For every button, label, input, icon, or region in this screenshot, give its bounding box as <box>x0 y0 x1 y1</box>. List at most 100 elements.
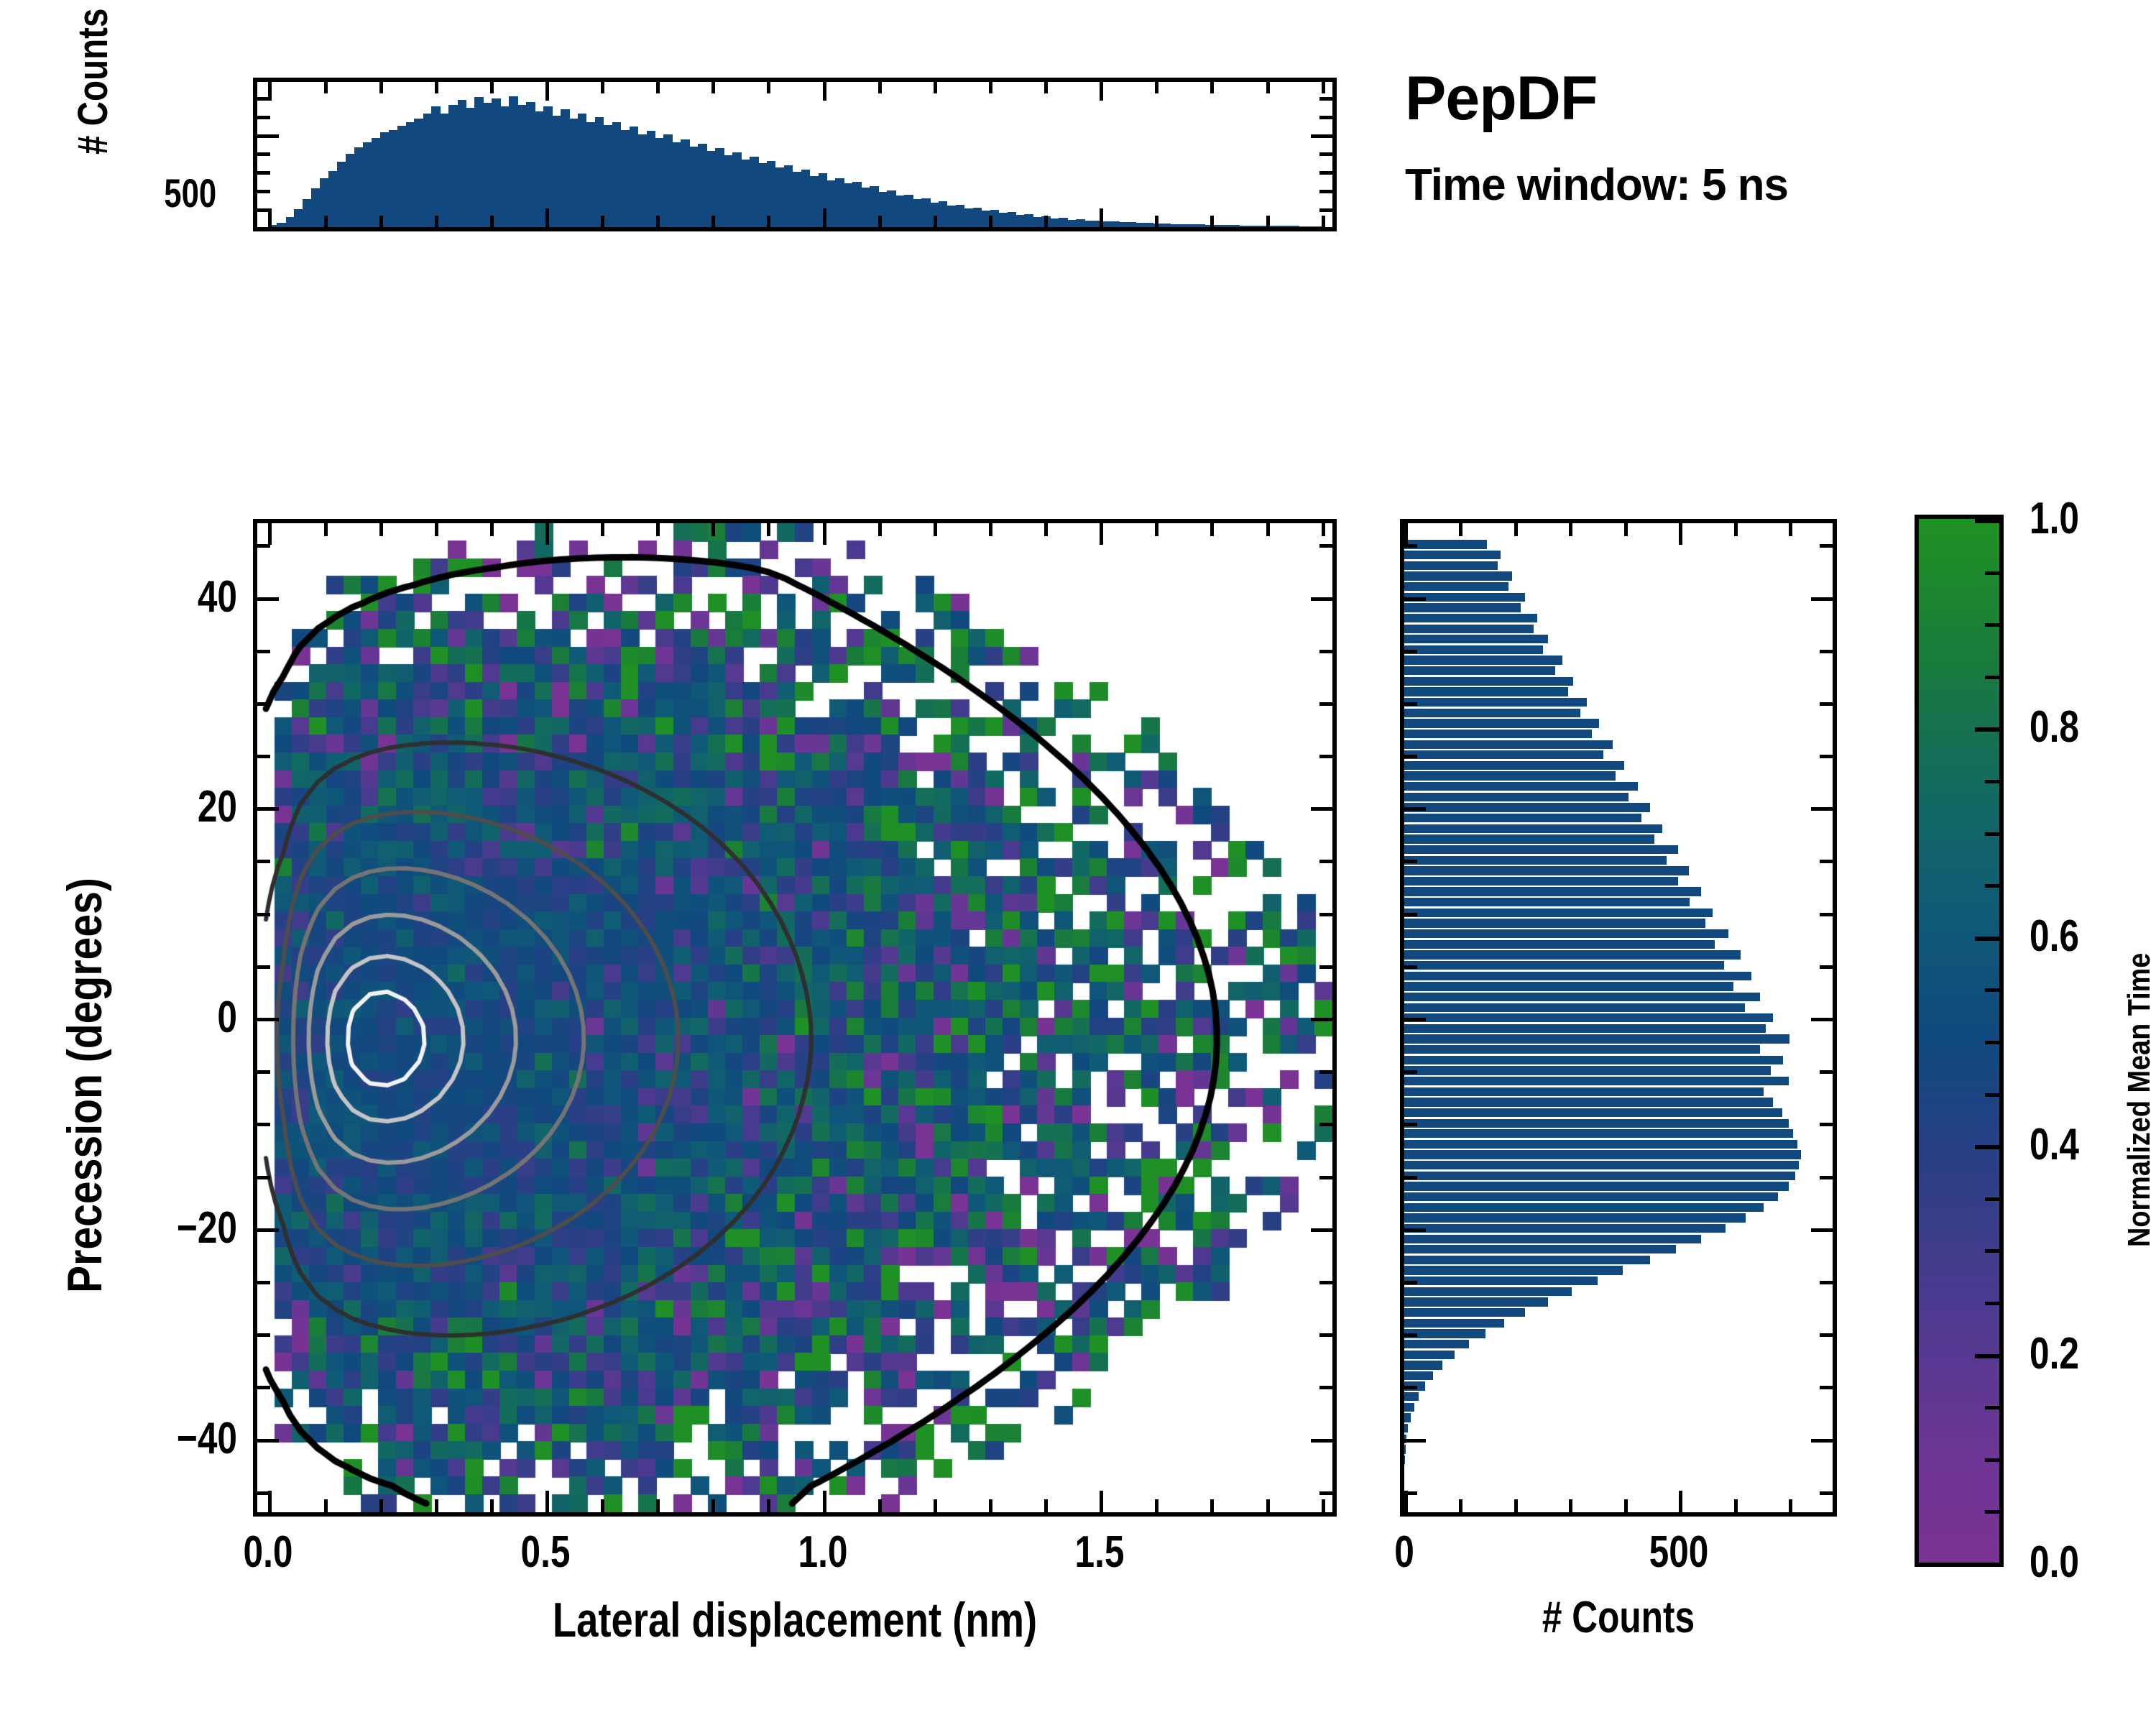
top-histogram-bar <box>345 154 355 227</box>
right-histogram-bar <box>1404 656 1563 665</box>
top-histogram-bar <box>1033 216 1042 227</box>
top-histogram-bar <box>681 139 690 227</box>
top-histogram-bar <box>1204 224 1214 227</box>
right-histogram-bar <box>1404 666 1556 676</box>
right-histogram-bar <box>1404 571 1512 581</box>
top-histogram-bar <box>448 104 458 227</box>
right-histogram-bar <box>1404 1003 1745 1012</box>
colorbar-tick <box>1975 1145 1999 1150</box>
main-xtick <box>1266 523 1270 536</box>
main-xtick-label: 1.0 <box>798 1527 848 1577</box>
top-histogram-bar <box>921 198 931 227</box>
top-histogram-bar <box>577 113 587 227</box>
top-histogram-ytick <box>257 190 270 194</box>
right-histogram-bar <box>1404 698 1587 707</box>
main-ytick <box>1319 1386 1332 1390</box>
main-xtick <box>767 1499 771 1512</box>
top-histogram-bar <box>354 147 364 227</box>
main-ytick <box>257 965 270 969</box>
right-histogram-bar <box>1404 676 1574 686</box>
top-histogram-bar <box>1307 226 1317 227</box>
main-xtick <box>656 1499 660 1512</box>
top-histogram-xtick <box>656 216 660 227</box>
top-histogram-xtick <box>601 216 605 227</box>
top-histogram-ytick <box>257 115 270 119</box>
top-histogram-xtick <box>434 82 438 93</box>
right-histogram-bar <box>1404 1318 1505 1328</box>
right-histogram-bars <box>1404 523 1833 1512</box>
right-histogram-bar <box>1404 1361 1443 1370</box>
right-histogram-ytick <box>1811 1018 1833 1021</box>
main-ytick <box>1319 1281 1332 1284</box>
top-histogram-bar <box>629 126 639 227</box>
top-histogram-ytick <box>257 171 270 175</box>
main-ytick-label: −40 <box>176 1413 237 1463</box>
colorbar-tick <box>1985 1249 1999 1254</box>
top-histogram-bar <box>715 147 724 227</box>
top-histogram-ytick <box>1319 96 1332 101</box>
top-histogram-bar <box>1067 219 1077 227</box>
right-histogram-bar <box>1404 908 1713 918</box>
colorbar-tick <box>1985 1092 1999 1097</box>
top-histogram-xtick <box>1210 82 1215 93</box>
top-histogram-bar <box>1282 226 1291 227</box>
top-histogram-xtick <box>1044 216 1048 227</box>
top-histogram-bar <box>706 151 716 227</box>
top-histogram-bar <box>594 117 604 227</box>
right-histogram-bar <box>1404 1255 1651 1265</box>
top-histogram-bar <box>466 108 475 227</box>
main-ytick <box>1319 912 1332 916</box>
top-histogram-bars <box>257 82 1332 227</box>
top-histogram-bar <box>912 199 922 227</box>
right-histogram-bar <box>1404 760 1624 770</box>
main-ytick <box>1311 807 1332 811</box>
top-histogram-bar <box>860 188 870 227</box>
top-histogram-xtick <box>1266 82 1270 93</box>
main-ytick <box>1319 544 1332 548</box>
top-histogram-bar <box>1144 223 1154 227</box>
top-histogram-xtick <box>489 216 494 227</box>
top-histogram-bar <box>1221 225 1231 227</box>
top-histogram-bar <box>1248 225 1257 227</box>
top-histogram-bar <box>1059 218 1068 227</box>
right-histogram-bar <box>1404 719 1600 728</box>
main-ytick <box>257 1491 270 1495</box>
top-histogram-bar <box>561 109 570 227</box>
right-histogram-xtick <box>1569 523 1573 536</box>
right-histogram-ytick <box>1404 1438 1426 1443</box>
right-histogram-ytick <box>1404 755 1417 758</box>
right-histogram-bar <box>1404 1350 1455 1359</box>
main-ytick <box>1311 1228 1332 1232</box>
main-ytick <box>257 649 270 653</box>
top-histogram-xtick <box>711 82 716 93</box>
top-histogram-ytick <box>257 96 270 101</box>
top-histogram-xtick <box>1100 82 1104 101</box>
right-histogram-bar <box>1404 592 1526 602</box>
right-histogram-ytick <box>1820 1175 1833 1179</box>
top-histogram-bar <box>749 156 759 227</box>
top-histogram-bar <box>534 111 544 227</box>
top-histogram-ytick <box>1319 171 1332 175</box>
main-ytick <box>257 1018 279 1021</box>
right-histogram-xtick <box>1459 523 1463 536</box>
top-histogram-xtick <box>1210 216 1215 227</box>
right-histogram-xtick <box>1623 523 1628 536</box>
main-xtick <box>379 1499 383 1512</box>
top-histogram-xtick <box>767 216 771 227</box>
right-histogram-ytick <box>1820 544 1833 548</box>
right-histogram-bar <box>1404 887 1701 896</box>
top-histogram-bar <box>492 98 501 227</box>
right-histogram-ytick <box>1820 649 1833 653</box>
main-ytick <box>1319 1491 1332 1495</box>
right-histogram-bar <box>1404 866 1689 875</box>
main-ytick <box>257 1070 270 1075</box>
main-ytick <box>1311 1018 1332 1021</box>
top-histogram-bar <box>1049 218 1059 227</box>
right-histogram-ytick <box>1811 807 1833 811</box>
colorbar-tick <box>1985 623 1999 627</box>
right-histogram-xtick-label: 500 <box>1649 1527 1709 1577</box>
right-histogram-ytick <box>1820 965 1833 969</box>
top-histogram-bar <box>972 208 982 227</box>
top-histogram-bar <box>1127 222 1137 227</box>
top-histogram-bar <box>887 190 896 227</box>
